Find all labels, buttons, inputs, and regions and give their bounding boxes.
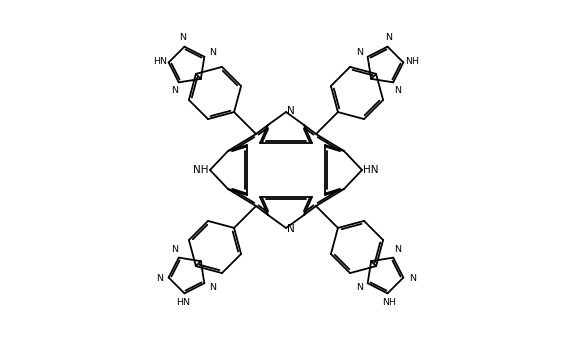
Text: N: N	[287, 106, 295, 116]
Text: N: N	[356, 283, 363, 292]
Text: N: N	[180, 33, 186, 42]
Text: N: N	[156, 274, 163, 284]
Text: N: N	[386, 33, 392, 42]
Text: N: N	[394, 245, 401, 254]
Text: N: N	[409, 274, 416, 284]
Text: N: N	[287, 224, 295, 234]
Text: N: N	[394, 86, 401, 95]
Text: N: N	[209, 48, 216, 57]
Text: NH: NH	[382, 298, 396, 307]
Text: N: N	[171, 86, 178, 95]
Text: N: N	[171, 245, 178, 254]
Text: NH: NH	[193, 165, 209, 175]
Text: HN: HN	[363, 165, 379, 175]
Text: HN: HN	[153, 56, 167, 66]
Text: NH: NH	[405, 56, 419, 66]
Text: N: N	[209, 283, 216, 292]
Text: N: N	[356, 48, 363, 57]
Text: HN: HN	[176, 298, 190, 307]
